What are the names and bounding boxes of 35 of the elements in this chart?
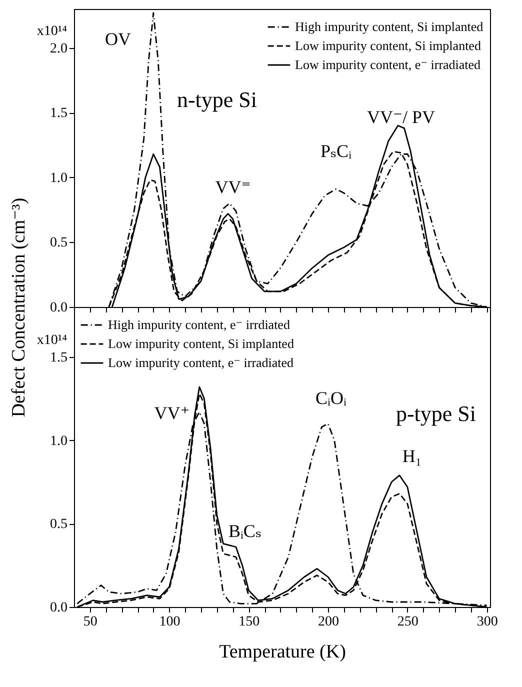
x-tick-label: 300 [476,614,498,630]
annotation: VV⁺ [154,403,190,423]
text: x10¹⁴ [36,333,68,348]
y-tick-label: 1.5 [50,106,68,122]
x-axis-title: Temperature (K) [219,642,346,662]
x-tick-label: 150 [238,614,260,630]
x-tick-label: 200 [318,614,340,630]
legend-label: High impurity content, e⁻ irrdiated [108,317,290,332]
annotation: BᵢCₛ [228,521,262,541]
legend-label: Low impurity content, e⁻ irradiated [295,57,482,72]
y-tick-label: 0.5 [50,517,68,532]
x-tick-label: 50 [83,614,98,630]
y-axis-title: Defect Concentration (cm⁻³) [8,198,30,418]
legend-label: Low impurity content, Si implanted [295,38,482,53]
annotation: PₛCᵢ [320,141,352,161]
annotation: VV⁼ [215,177,251,197]
annotation: CᵢOᵢ [316,388,346,408]
y-tick-label: 2.0 [50,41,68,56]
legend-label: Low impurity content, e⁻ irradiated [108,355,294,370]
x-tick-label: 250 [397,614,418,630]
annotation: OV [105,29,131,49]
y-tick-label: 1.5 [50,350,68,366]
y-tick-label: 0.0 [50,600,68,616]
x-tick-label: 100 [159,614,180,630]
text: x10¹⁴ [36,24,68,39]
y-tick-label: 0.5 [50,236,68,251]
legend-label: Low impurity content, Si implanted [108,336,294,351]
y-tick-label: 0.0 [50,300,68,316]
annotation: VV⁻/ PV [366,107,436,127]
legend-label: High impurity content, Si implanted [295,19,484,34]
annotation: n-type Si [176,87,258,112]
annotation: p-type Si [396,401,476,426]
annotation: H₁ [402,446,422,466]
y-tick-label: 1.0 [50,170,68,186]
y-tick-label: 1.0 [50,434,68,449]
